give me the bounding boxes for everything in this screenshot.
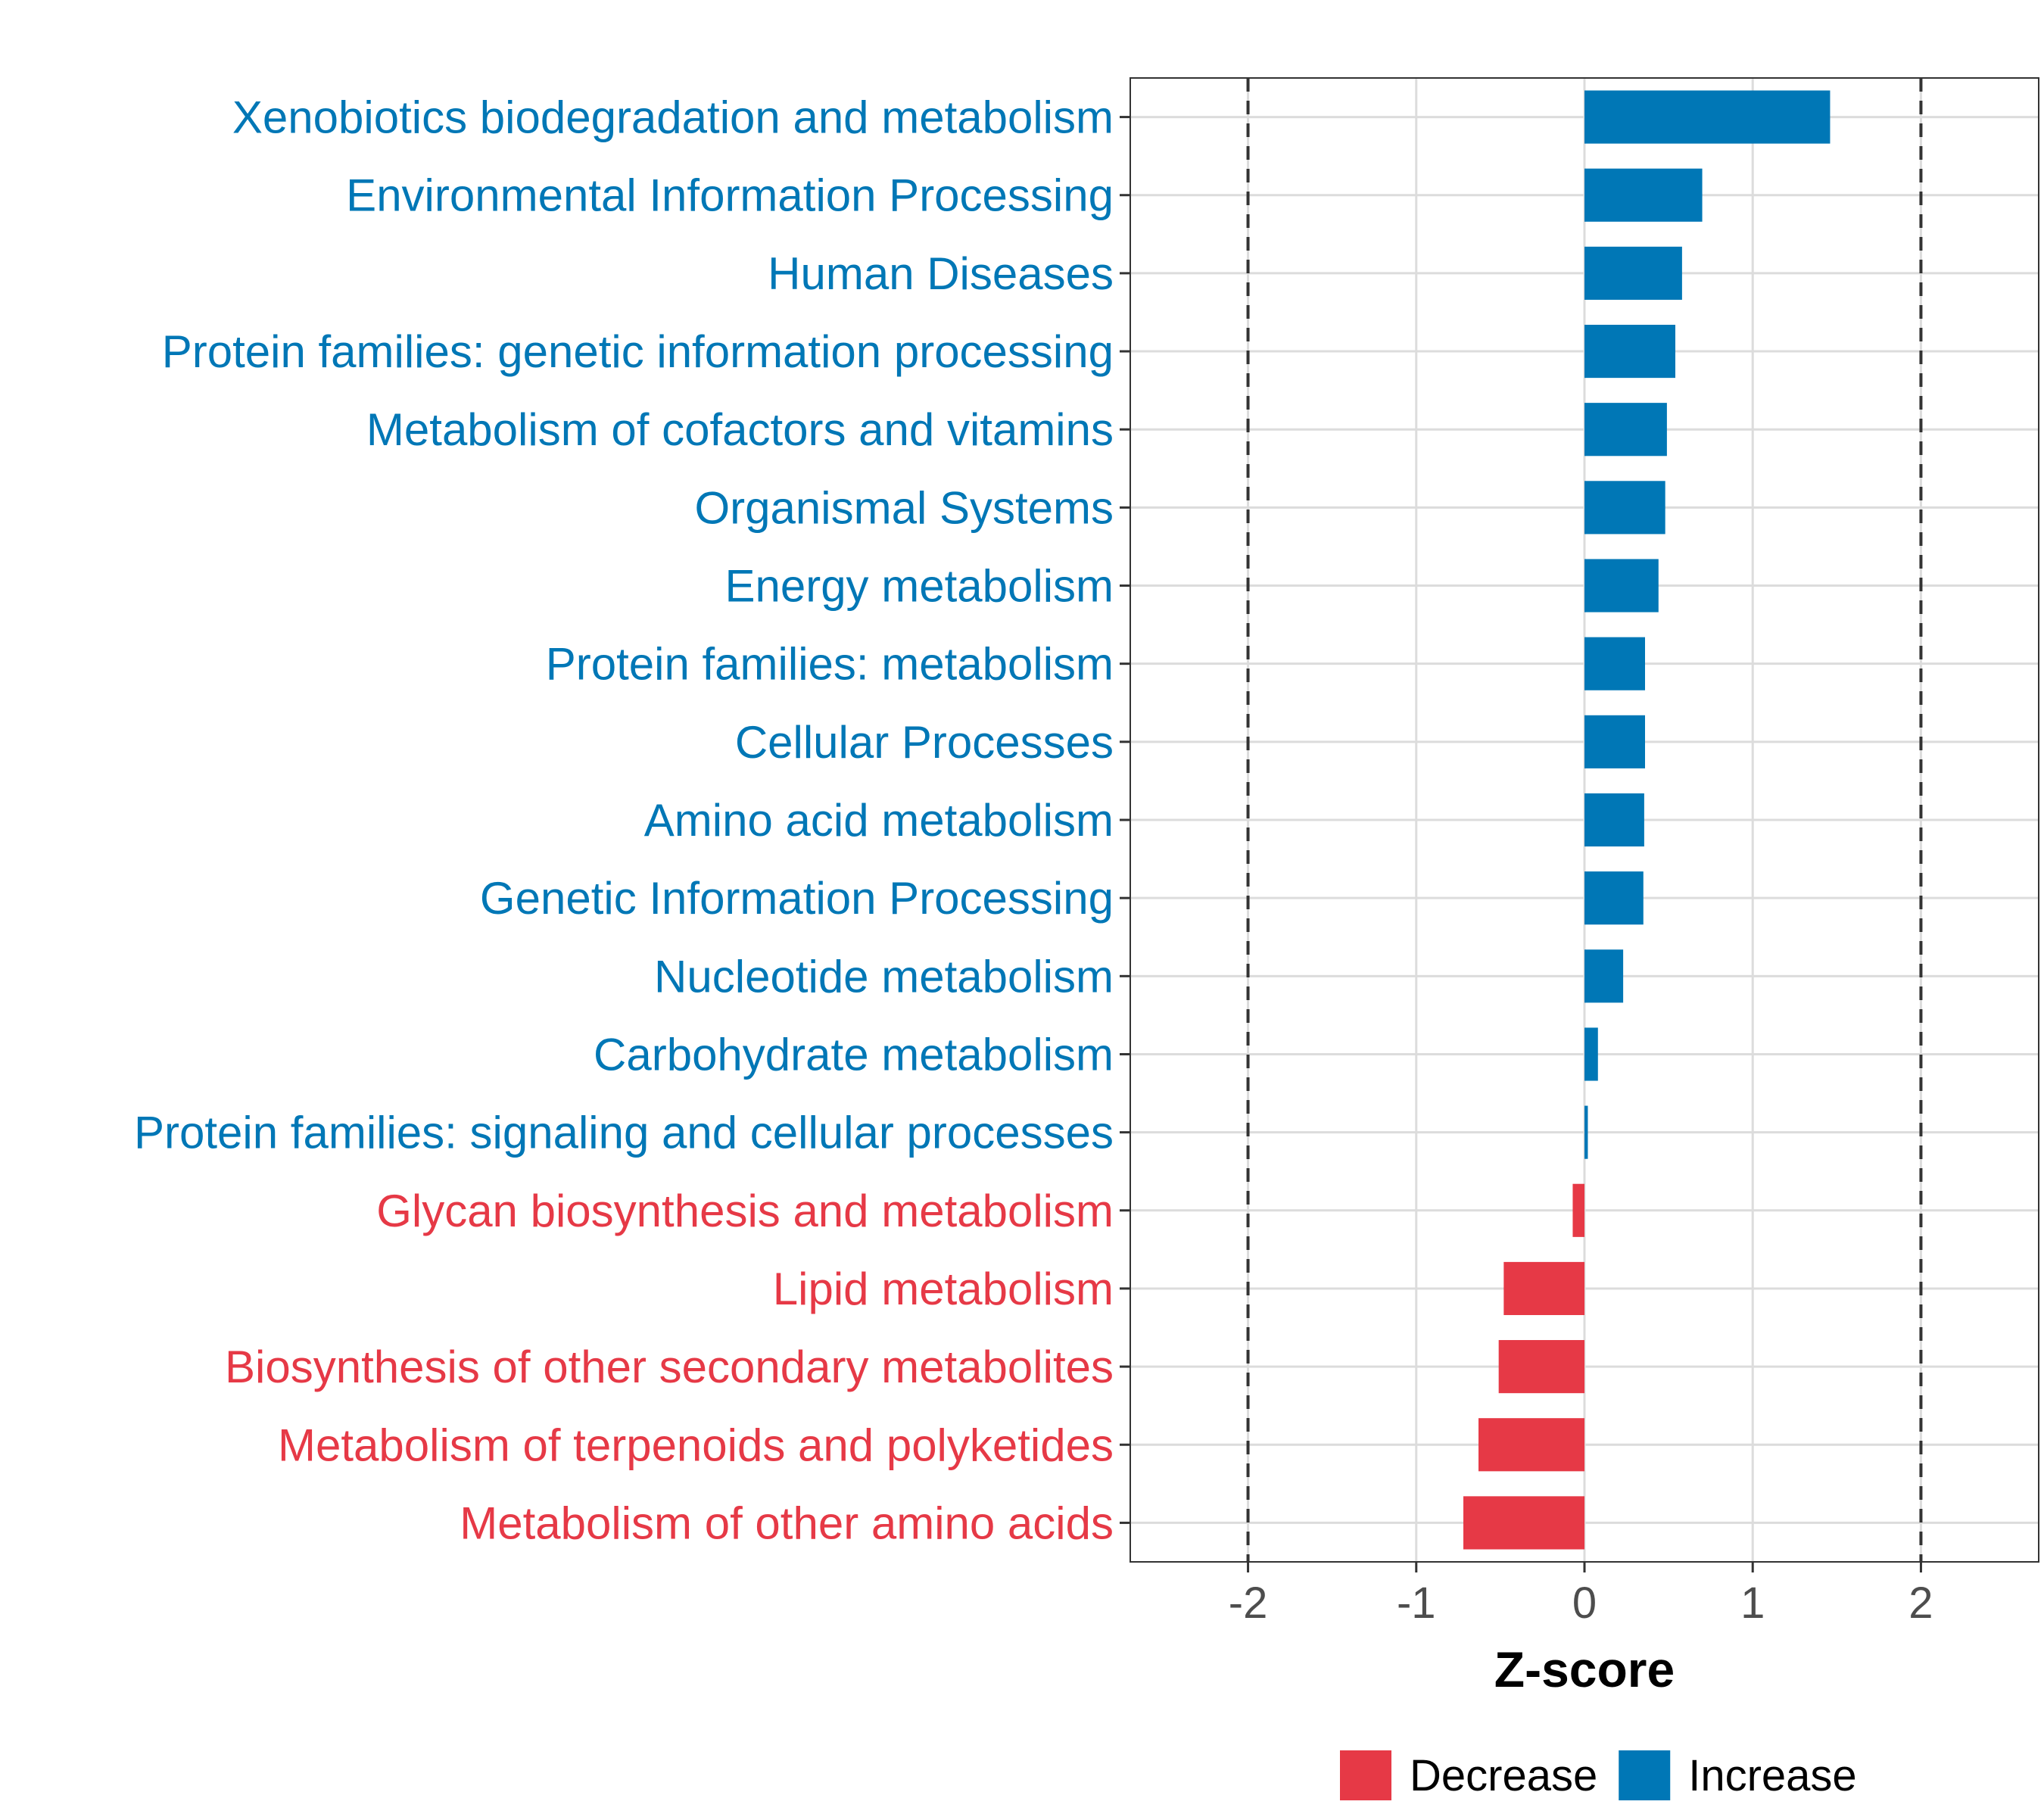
bar-increase-3 xyxy=(1584,324,1675,379)
category-label: Cellular Processes xyxy=(735,717,1114,768)
bar-increase-12 xyxy=(1584,1027,1598,1081)
category-label: Energy metabolism xyxy=(724,561,1114,612)
category-label: Metabolism of other amino acids xyxy=(460,1498,1114,1548)
bar-decrease-16 xyxy=(1498,1340,1584,1394)
legend-label-increase: Increase xyxy=(1688,1751,1856,1800)
bar-decrease-14 xyxy=(1572,1183,1584,1237)
category-label: Environmental Information Processing xyxy=(346,170,1114,221)
category-label: Genetic Information Processing xyxy=(480,873,1114,924)
x-tick-label: 2 xyxy=(1908,1579,1933,1628)
category-label: Organismal Systems xyxy=(695,482,1114,533)
bar-increase-0 xyxy=(1584,90,1831,144)
x-axis-title: Z-score xyxy=(1494,1641,1675,1697)
category-label: Lipid metabolism xyxy=(773,1264,1114,1314)
bar-increase-5 xyxy=(1584,481,1665,535)
legend-swatch-increase xyxy=(1619,1750,1671,1800)
bar-increase-7 xyxy=(1584,637,1645,690)
x-axis-ticks xyxy=(1247,1562,1922,1572)
legend-label-decrease: Decrease xyxy=(1410,1751,1597,1800)
bar-increase-9 xyxy=(1584,793,1644,847)
x-tick-label: 1 xyxy=(1740,1579,1765,1628)
category-label: Nucleotide metabolism xyxy=(654,951,1114,1002)
legend-swatch-decrease xyxy=(1340,1750,1391,1800)
bar-increase-6 xyxy=(1584,559,1659,612)
bar-increase-8 xyxy=(1584,715,1645,768)
reference-lines xyxy=(1246,78,1923,1562)
category-label: Metabolism of terpenoids and polyketides xyxy=(278,1420,1114,1470)
bar-increase-1 xyxy=(1584,168,1703,222)
category-label: Biosynthesis of other secondary metaboli… xyxy=(225,1342,1114,1392)
category-label: Protein families: genetic information pr… xyxy=(162,326,1114,377)
bar-increase-4 xyxy=(1584,403,1667,457)
x-tick-label: -1 xyxy=(1397,1579,1436,1628)
y-axis-labels: Xenobiotics biodegradation and metabolis… xyxy=(134,92,1114,1549)
x-tick-label: -2 xyxy=(1229,1579,1268,1628)
bar-increase-13 xyxy=(1584,1105,1588,1159)
bar-increase-11 xyxy=(1584,949,1624,1003)
bar-increase-10 xyxy=(1584,871,1644,925)
bar-decrease-15 xyxy=(1503,1261,1584,1316)
bars xyxy=(1463,90,1831,1550)
category-label: Xenobiotics biodegradation and metabolis… xyxy=(232,92,1114,143)
category-label: Metabolism of cofactors and vitamins xyxy=(366,404,1114,455)
category-label: Glycan biosynthesis and metabolism xyxy=(376,1186,1114,1236)
category-label: Protein families: metabolism xyxy=(546,639,1114,690)
category-label: Carbohydrate metabolism xyxy=(594,1029,1114,1080)
x-axis-labels: -2 -1 0 1 2 xyxy=(1229,1579,1933,1628)
bar-increase-2 xyxy=(1584,246,1682,300)
legend: Decrease Increase xyxy=(1340,1750,1857,1800)
y-axis-ticks xyxy=(1120,116,1130,1524)
bar-decrease-17 xyxy=(1478,1418,1584,1472)
category-label: Human Diseases xyxy=(768,248,1114,299)
category-label: Amino acid metabolism xyxy=(644,795,1114,846)
x-tick-label: 0 xyxy=(1572,1579,1597,1628)
bar-decrease-18 xyxy=(1463,1496,1584,1550)
category-label: Protein families: signaling and cellular… xyxy=(134,1108,1114,1158)
